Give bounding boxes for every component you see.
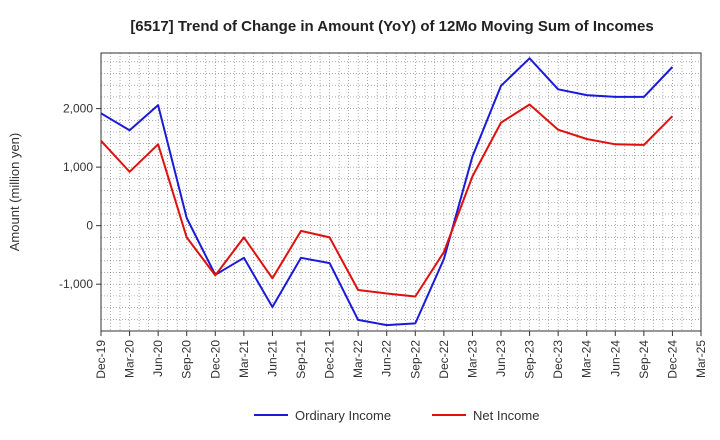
chart-title: [6517] Trend of Change in Amount (YoY) o…	[130, 18, 653, 35]
series-line-1	[100, 103, 674, 298]
y-tick-label: 1,000	[63, 160, 93, 174]
x-tick-label: Jun-23	[494, 340, 508, 377]
x-tick-label: Jun-21	[265, 340, 279, 377]
y-tick-label: 2,000	[63, 102, 93, 116]
x-tick-label: Dec-21	[323, 340, 337, 379]
grid	[101, 53, 701, 332]
legend-label-0: Ordinary Income	[295, 408, 391, 423]
x-tick-label: Dec-19	[94, 340, 108, 379]
x-tick-label: Sep-23	[523, 340, 537, 379]
series-lines	[100, 57, 674, 327]
x-tick-label: Jun-22	[380, 340, 394, 377]
x-tick-label: Jun-24	[608, 340, 622, 377]
x-tick-label: Mar-24	[580, 340, 594, 378]
legend: Ordinary Income Net Income	[254, 408, 539, 423]
y-tick-label: 0	[86, 219, 93, 233]
x-tick-label: Mar-21	[237, 340, 251, 378]
x-tick-label: Jun-20	[151, 340, 165, 377]
x-tick-label: Mar-25	[694, 340, 708, 378]
plot-area-frame	[100, 52, 702, 332]
x-tick-label: Dec-24	[665, 340, 679, 379]
x-tick-label: Mar-23	[465, 340, 479, 378]
y-axis-label: Amount (million yen)	[7, 133, 22, 252]
x-tick-label: Mar-22	[351, 340, 365, 378]
x-tick-label: Sep-21	[294, 340, 308, 379]
x-tick-label: Sep-22	[408, 340, 422, 379]
x-tick-label: Dec-22	[437, 340, 451, 379]
series-line-0	[100, 57, 674, 327]
x-tick-label: Dec-20	[208, 340, 222, 379]
legend-label-1: Net Income	[473, 408, 539, 423]
x-tick-label: Sep-20	[180, 340, 194, 379]
x-tick-label: Mar-20	[123, 340, 137, 378]
y-tick-label: -1,000	[59, 277, 93, 291]
x-tick-label: Dec-23	[551, 340, 565, 379]
x-tick-label: Sep-24	[637, 340, 651, 379]
axis-ticks: -1,000 0 1,000 2,000 Dec-19 Mar-20 Jun-20 Sep-2…	[59, 102, 708, 379]
